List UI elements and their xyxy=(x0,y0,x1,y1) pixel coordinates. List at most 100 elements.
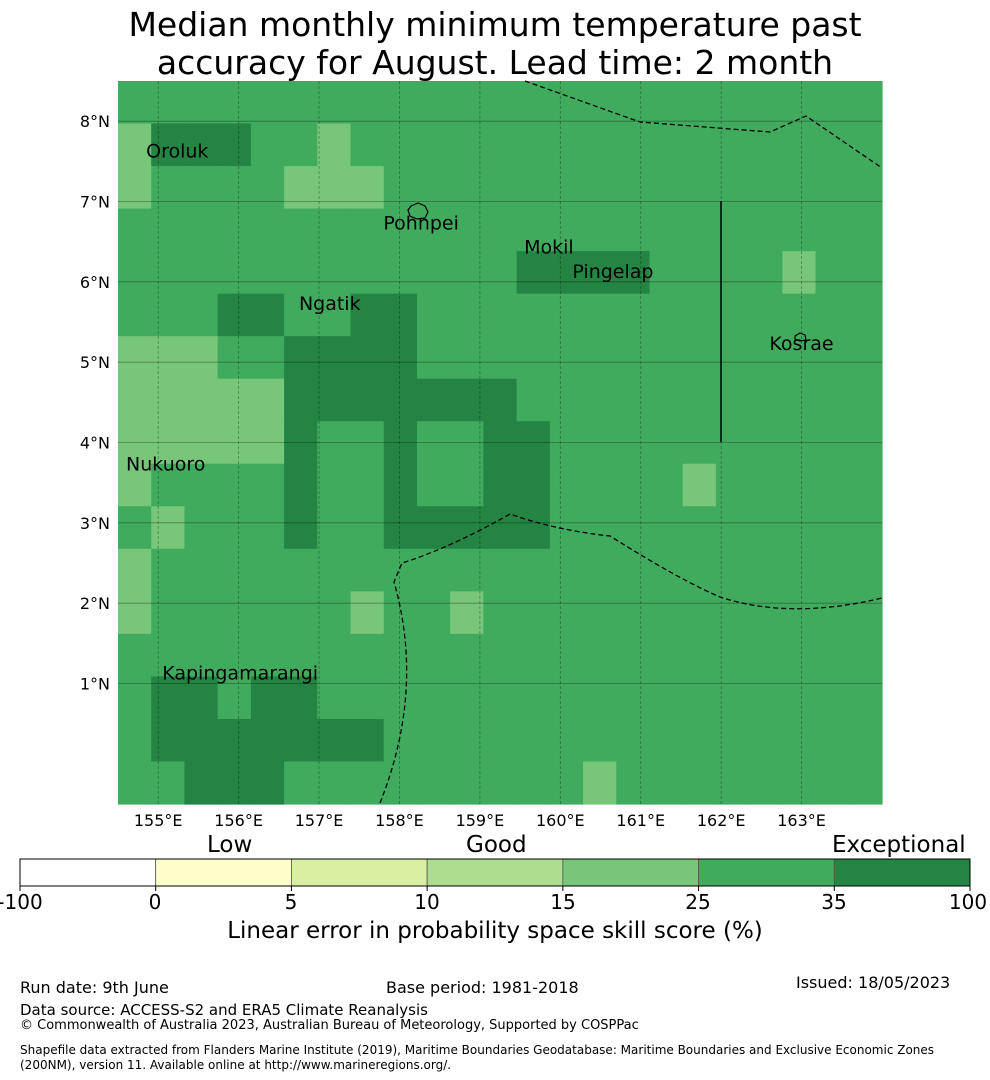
skill-cell xyxy=(350,123,385,167)
skill-cell xyxy=(416,463,451,507)
skill-cell xyxy=(317,463,352,507)
skill-cell xyxy=(284,463,318,507)
skill-cell xyxy=(217,123,252,167)
legend-exceptional: Exceptional xyxy=(832,832,966,858)
skill-cell xyxy=(450,336,484,380)
skill-cell xyxy=(184,506,219,550)
skill-cell xyxy=(616,676,651,720)
skill-cell xyxy=(184,378,219,422)
skill-cell xyxy=(782,81,817,125)
skill-cell xyxy=(483,166,518,210)
colorbar-title: Linear error in probability space skill … xyxy=(227,918,763,944)
skill-cell xyxy=(217,378,252,422)
skill-cell xyxy=(383,293,418,337)
skill-cell xyxy=(118,336,152,380)
skill-cell xyxy=(317,123,352,167)
skill-cell xyxy=(250,166,285,210)
skill-cell xyxy=(549,761,584,805)
skill-cell xyxy=(649,123,684,167)
skill-cell xyxy=(682,293,717,337)
skill-cell xyxy=(649,506,684,550)
skill-cell xyxy=(848,633,883,678)
skill-cell xyxy=(317,378,352,422)
skill-cell xyxy=(715,81,750,125)
skill-cell xyxy=(416,506,451,550)
skill-cell xyxy=(350,421,385,465)
skill-cell xyxy=(450,506,484,550)
skill-cell xyxy=(583,761,617,805)
skill-cell xyxy=(549,421,584,465)
skill-cell xyxy=(815,633,850,678)
skill-cell xyxy=(184,251,219,295)
skill-cell xyxy=(848,548,883,592)
skill-cell xyxy=(583,378,617,422)
skill-cell xyxy=(151,463,186,507)
skill-cell xyxy=(848,761,883,805)
skill-cell xyxy=(217,633,252,678)
skill-cell xyxy=(749,718,783,763)
skill-cell xyxy=(284,676,318,720)
skill-cell xyxy=(549,251,584,295)
skill-cell xyxy=(516,506,551,550)
skill-cell xyxy=(450,293,484,337)
skill-cell xyxy=(416,81,451,125)
skill-cell xyxy=(450,761,484,805)
skill-cell xyxy=(516,166,551,210)
skill-cell xyxy=(649,548,684,592)
skill-cell xyxy=(450,548,484,592)
latitude-label: 7°N xyxy=(80,193,110,212)
skill-cell xyxy=(782,506,817,550)
skill-cell xyxy=(184,761,219,805)
skill-cell xyxy=(749,208,783,252)
skill-cell xyxy=(682,208,717,252)
skill-cell xyxy=(284,293,318,337)
skill-cell xyxy=(416,166,451,210)
skill-cell xyxy=(682,463,717,507)
skill-cell xyxy=(250,633,285,678)
skill-cell xyxy=(416,208,451,252)
skill-cell xyxy=(350,378,385,422)
colorbar-segment xyxy=(562,858,699,887)
skill-cell xyxy=(616,463,651,507)
colorbar-tick-label: 35 xyxy=(821,890,847,914)
skill-cell xyxy=(549,293,584,337)
skill-cell xyxy=(184,81,219,125)
skill-cell xyxy=(782,676,817,720)
skill-cell xyxy=(416,591,451,635)
skill-cell xyxy=(815,123,850,167)
skill-cell xyxy=(350,336,385,380)
skill-cell xyxy=(516,591,551,635)
skill-cell xyxy=(416,123,451,167)
skill-cell xyxy=(583,293,617,337)
skill-cell xyxy=(682,336,717,380)
skill-cell xyxy=(616,506,651,550)
skill-cell xyxy=(284,761,318,805)
skill-cell xyxy=(749,251,783,295)
skill-cell xyxy=(184,166,219,210)
skill-cell xyxy=(715,463,750,507)
skill-cell xyxy=(151,718,186,763)
skill-cell xyxy=(815,421,850,465)
skill-cell xyxy=(118,591,152,635)
skill-cell xyxy=(749,506,783,550)
skill-cell xyxy=(516,718,551,763)
island-outlines xyxy=(407,202,807,342)
skill-cell xyxy=(616,166,651,210)
skill-cell xyxy=(782,761,817,805)
skill-cell xyxy=(184,676,219,720)
skill-cell xyxy=(284,208,318,252)
skill-cell xyxy=(516,208,551,252)
skill-cell xyxy=(682,81,717,125)
skill-cell xyxy=(483,336,518,380)
skill-cell xyxy=(715,123,750,167)
skill-cell xyxy=(682,761,717,805)
skill-cell xyxy=(317,208,352,252)
legend-good: Good xyxy=(466,832,527,858)
skill-cell xyxy=(549,208,584,252)
skill-cell xyxy=(815,761,850,805)
skill-cell xyxy=(383,81,418,125)
skill-cell xyxy=(151,81,186,125)
skill-cell xyxy=(516,123,551,167)
skill-cell xyxy=(118,633,152,678)
skill-cell xyxy=(516,378,551,422)
